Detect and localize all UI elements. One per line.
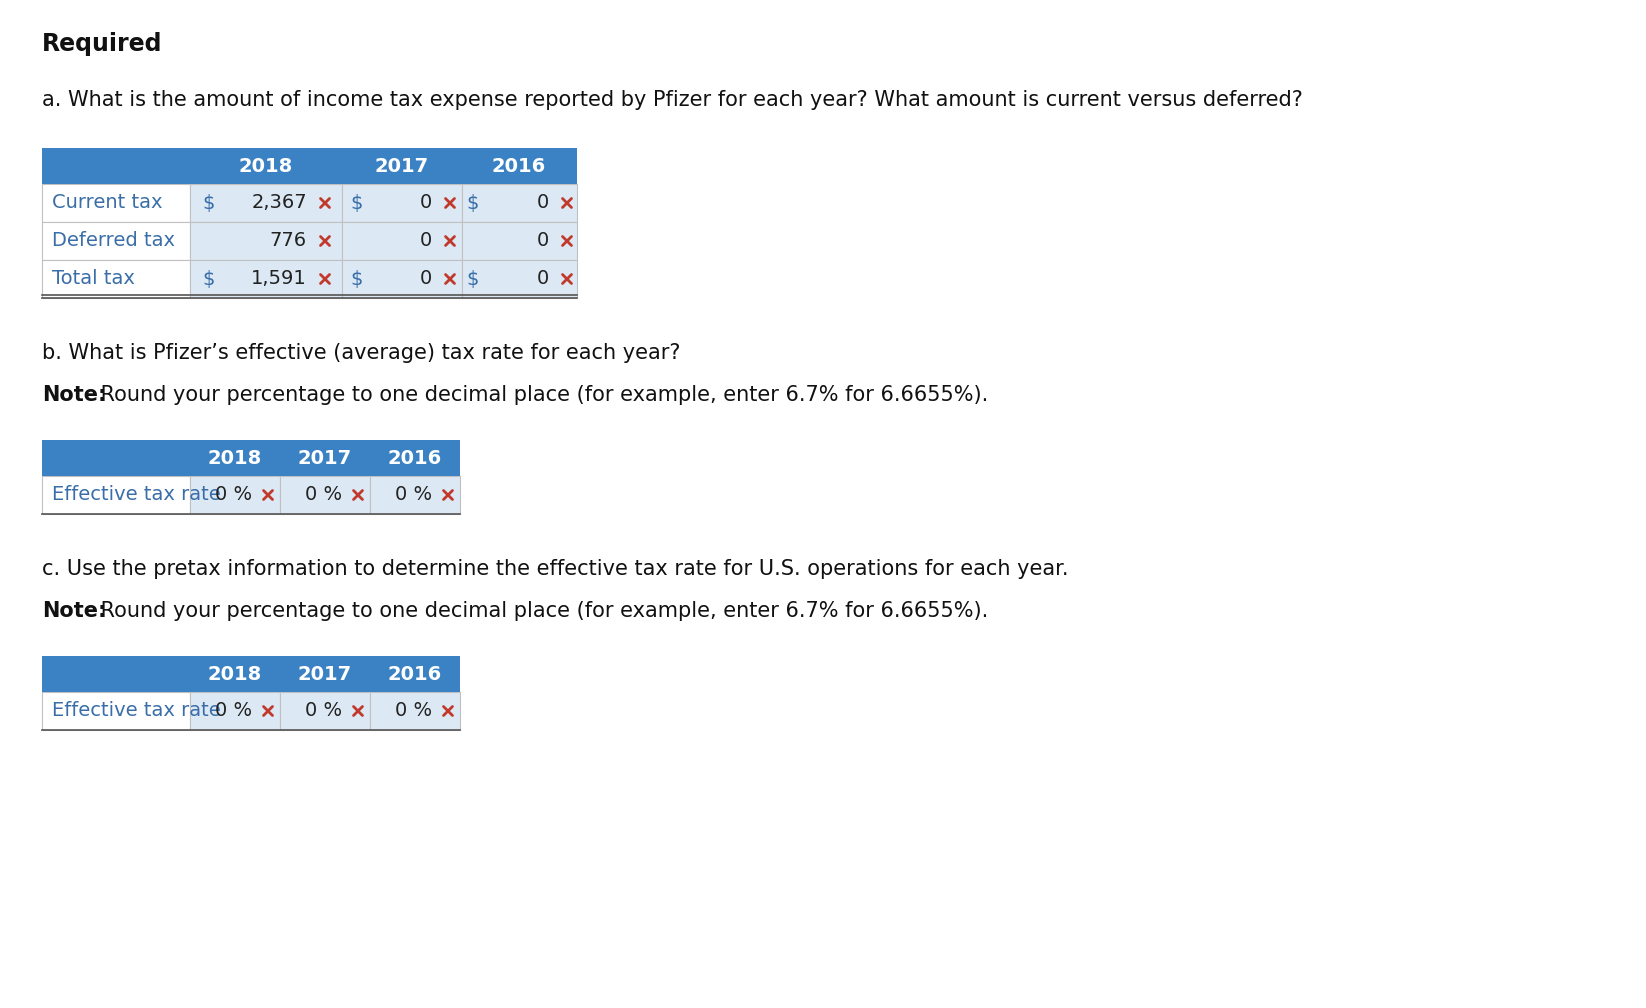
Text: 0: 0 — [420, 232, 431, 251]
Bar — [189, 476, 280, 514]
Bar — [280, 692, 370, 730]
Text: 0: 0 — [420, 194, 431, 213]
Bar — [189, 184, 342, 222]
Bar — [43, 222, 189, 260]
Text: 1,591: 1,591 — [252, 269, 308, 288]
Text: Round your percentage to one decimal place (for example, enter 6.7% for 6.6655%): Round your percentage to one decimal pla… — [94, 385, 988, 405]
Text: 2018: 2018 — [207, 664, 262, 683]
Text: 2016: 2016 — [492, 156, 546, 175]
Text: 0: 0 — [537, 232, 550, 251]
Text: 2016: 2016 — [388, 449, 443, 468]
Text: 0 %: 0 % — [395, 486, 431, 504]
Bar — [370, 476, 459, 514]
Text: Note:: Note: — [43, 385, 107, 405]
Bar — [43, 184, 189, 222]
Bar — [280, 476, 370, 514]
Text: $: $ — [466, 269, 479, 288]
Text: Effective tax rate: Effective tax rate — [53, 702, 221, 721]
Text: 0 %: 0 % — [216, 486, 252, 504]
Text: 2017: 2017 — [298, 449, 352, 468]
Text: Effective tax rate: Effective tax rate — [53, 486, 221, 504]
Text: $: $ — [202, 194, 214, 213]
Bar — [43, 692, 189, 730]
Bar — [342, 260, 463, 298]
Text: 2017: 2017 — [298, 664, 352, 683]
Bar — [43, 656, 459, 692]
Text: 2018: 2018 — [239, 156, 293, 175]
Bar — [463, 222, 578, 260]
Bar — [463, 260, 578, 298]
Bar — [189, 692, 280, 730]
Bar — [43, 440, 459, 476]
Text: c. Use the pretax information to determine the effective tax rate for U.S. opera: c. Use the pretax information to determi… — [43, 559, 1068, 579]
Text: 0 %: 0 % — [305, 486, 342, 504]
Bar — [463, 184, 578, 222]
Text: 2016: 2016 — [388, 664, 443, 683]
Text: 2017: 2017 — [375, 156, 430, 175]
Text: 0: 0 — [537, 194, 550, 213]
Text: Required: Required — [43, 32, 163, 56]
Text: Total tax: Total tax — [53, 269, 135, 288]
Text: 0 %: 0 % — [216, 702, 252, 721]
Text: a. What is the amount of income tax expense reported by Pfizer for each year? Wh: a. What is the amount of income tax expe… — [43, 90, 1304, 110]
Text: $: $ — [202, 269, 214, 288]
Bar — [342, 184, 463, 222]
Text: b. What is Pfizer’s effective (average) tax rate for each year?: b. What is Pfizer’s effective (average) … — [43, 343, 680, 363]
Bar — [43, 260, 189, 298]
Text: Note:: Note: — [43, 601, 107, 621]
Text: 0: 0 — [420, 269, 431, 288]
Bar — [370, 692, 459, 730]
Text: 0 %: 0 % — [395, 702, 431, 721]
Bar — [189, 260, 342, 298]
Bar — [43, 476, 189, 514]
Text: Round your percentage to one decimal place (for example, enter 6.7% for 6.6655%): Round your percentage to one decimal pla… — [94, 601, 988, 621]
Text: Deferred tax: Deferred tax — [53, 232, 174, 251]
Text: $: $ — [351, 194, 362, 213]
Text: 776: 776 — [270, 232, 308, 251]
Text: $: $ — [351, 269, 362, 288]
Bar — [342, 222, 463, 260]
Text: 0 %: 0 % — [305, 702, 342, 721]
Bar — [43, 148, 578, 184]
Text: 0: 0 — [537, 269, 550, 288]
Text: Current tax: Current tax — [53, 194, 163, 213]
Text: 2018: 2018 — [207, 449, 262, 468]
Text: $: $ — [466, 194, 479, 213]
Bar — [189, 222, 342, 260]
Text: 2,367: 2,367 — [252, 194, 308, 213]
